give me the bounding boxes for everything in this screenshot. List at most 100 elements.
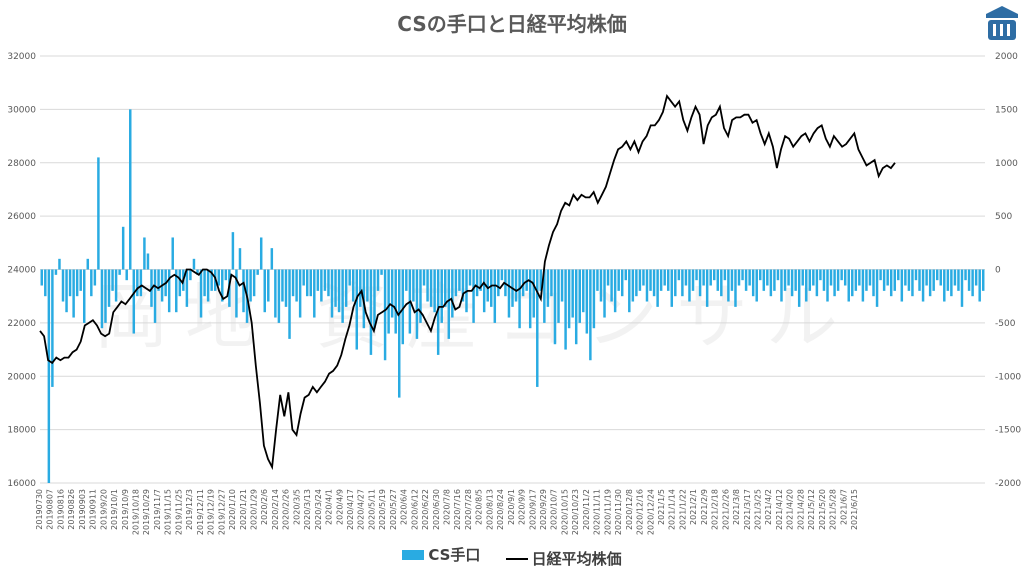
cs-bar xyxy=(401,269,405,345)
cs-bar xyxy=(121,226,125,270)
cs-bar xyxy=(206,269,210,302)
cs-bar xyxy=(309,269,312,297)
x-tick-label: 2019/12/11 xyxy=(196,489,205,535)
cs-bar xyxy=(316,269,320,291)
cs-bar xyxy=(571,269,574,318)
cs-bar xyxy=(337,269,341,313)
cs-bar xyxy=(231,232,235,270)
x-tick-label: 2020/1/29 xyxy=(250,489,259,530)
cs-bar xyxy=(482,269,486,313)
cs-bar xyxy=(734,269,737,307)
x-tick-label: 2020/9/1 xyxy=(507,489,516,525)
x-tick-label: 2020/9/17 xyxy=(528,489,537,530)
cs-bar xyxy=(858,269,861,286)
cs-bar xyxy=(911,269,914,297)
cs-bar xyxy=(557,269,560,323)
x-tick-label: 2020/5/19 xyxy=(378,489,387,530)
cs-bar xyxy=(932,269,935,291)
cs-bar xyxy=(854,269,858,291)
cs-bar xyxy=(221,269,224,302)
cs-bar xyxy=(114,269,118,302)
cs-bar xyxy=(801,269,804,286)
cs-bar xyxy=(422,269,426,286)
cs-bar xyxy=(256,269,259,275)
cs-bar xyxy=(674,269,677,297)
x-tick-label: 2020/1/10 xyxy=(228,489,237,530)
cs-bar xyxy=(490,269,493,307)
cs-bar xyxy=(907,269,911,291)
cs-bar xyxy=(783,269,787,291)
cs-bar xyxy=(72,269,75,318)
cs-bar xyxy=(776,269,780,281)
x-tick-label: 2021/1/5 xyxy=(657,489,666,525)
cs-bar xyxy=(107,269,111,307)
cs-bar xyxy=(44,269,47,297)
cs-bar xyxy=(291,269,295,297)
cs-bar xyxy=(139,269,143,297)
cs-bar xyxy=(882,269,886,291)
cs-bar xyxy=(351,269,355,302)
cs-bar xyxy=(751,269,755,297)
cs-bar xyxy=(539,269,543,291)
cs-bar xyxy=(514,269,518,302)
left-tick-label: 26000 xyxy=(7,212,36,222)
x-tick-label: 2020/3/24 xyxy=(314,489,323,530)
cs-bar xyxy=(493,269,497,323)
cs-bar xyxy=(447,269,451,339)
cs-bar xyxy=(787,269,790,286)
cs-bar xyxy=(277,269,281,323)
x-tick-label: 2020/12/8 xyxy=(625,489,634,530)
cs-bar xyxy=(889,269,893,297)
right-tick-label: 1000 xyxy=(995,159,1018,169)
cs-bar xyxy=(819,269,822,281)
x-tick-label: 20190826 xyxy=(67,489,76,530)
x-tick-label: 2021/5/28 xyxy=(829,489,838,530)
cs-bar xyxy=(815,269,819,297)
x-tick-label: 2020/9/29 xyxy=(539,489,548,530)
right-tick-label: -1000 xyxy=(995,372,1021,382)
cs-bar xyxy=(295,269,298,302)
cs-bar xyxy=(263,269,266,313)
cs-bar xyxy=(638,269,642,291)
x-tick-label: 2019/11/25 xyxy=(174,489,183,535)
cs-bar xyxy=(398,269,401,398)
cs-bar xyxy=(267,269,270,302)
legend-label-cs: CS手口 xyxy=(428,546,481,564)
cs-bar xyxy=(939,269,942,286)
cs-bar xyxy=(500,269,504,281)
legend-label-nikkei: 日経平均株価 xyxy=(531,550,622,568)
cs-bar xyxy=(628,269,631,313)
cs-bar xyxy=(143,237,146,270)
cs-bar xyxy=(242,269,245,313)
cs-bar xyxy=(146,253,150,270)
cs-bar xyxy=(100,269,104,329)
cs-bar xyxy=(836,269,840,291)
cs-bar xyxy=(769,269,773,297)
cs-bar xyxy=(111,269,114,291)
x-tick-label: 20190903 xyxy=(78,489,87,530)
x-tick-label: 2019/12/3 xyxy=(185,489,194,530)
x-tick-label: 2020/8/24 xyxy=(496,489,505,530)
right-tick-label: 1500 xyxy=(995,105,1018,115)
x-tick-label: 2021/1/14 xyxy=(668,489,677,530)
cs-bar xyxy=(210,269,213,291)
cs-bar xyxy=(624,269,627,281)
cs-bar xyxy=(822,269,826,291)
cs-bar xyxy=(620,269,624,297)
x-tick-label: 2021/6/15 xyxy=(850,489,859,530)
cs-bar xyxy=(780,269,783,302)
x-tick-label: 2019/9/20 xyxy=(99,489,108,530)
cs-bar xyxy=(670,269,674,307)
x-tick-label: 2020/6/30 xyxy=(432,489,441,530)
cs-bar xyxy=(567,269,571,329)
cs-bar xyxy=(486,269,489,302)
cs-bar xyxy=(518,269,521,329)
cs-bar xyxy=(790,269,794,297)
cs-bar xyxy=(744,269,748,291)
x-tick-label: 2020/3/13 xyxy=(303,489,312,530)
cs-bar xyxy=(843,269,847,286)
right-tick-label: 0 xyxy=(995,266,1001,276)
cs-bar xyxy=(479,269,482,291)
cs-bar xyxy=(666,269,670,291)
cs-bar xyxy=(79,269,82,291)
